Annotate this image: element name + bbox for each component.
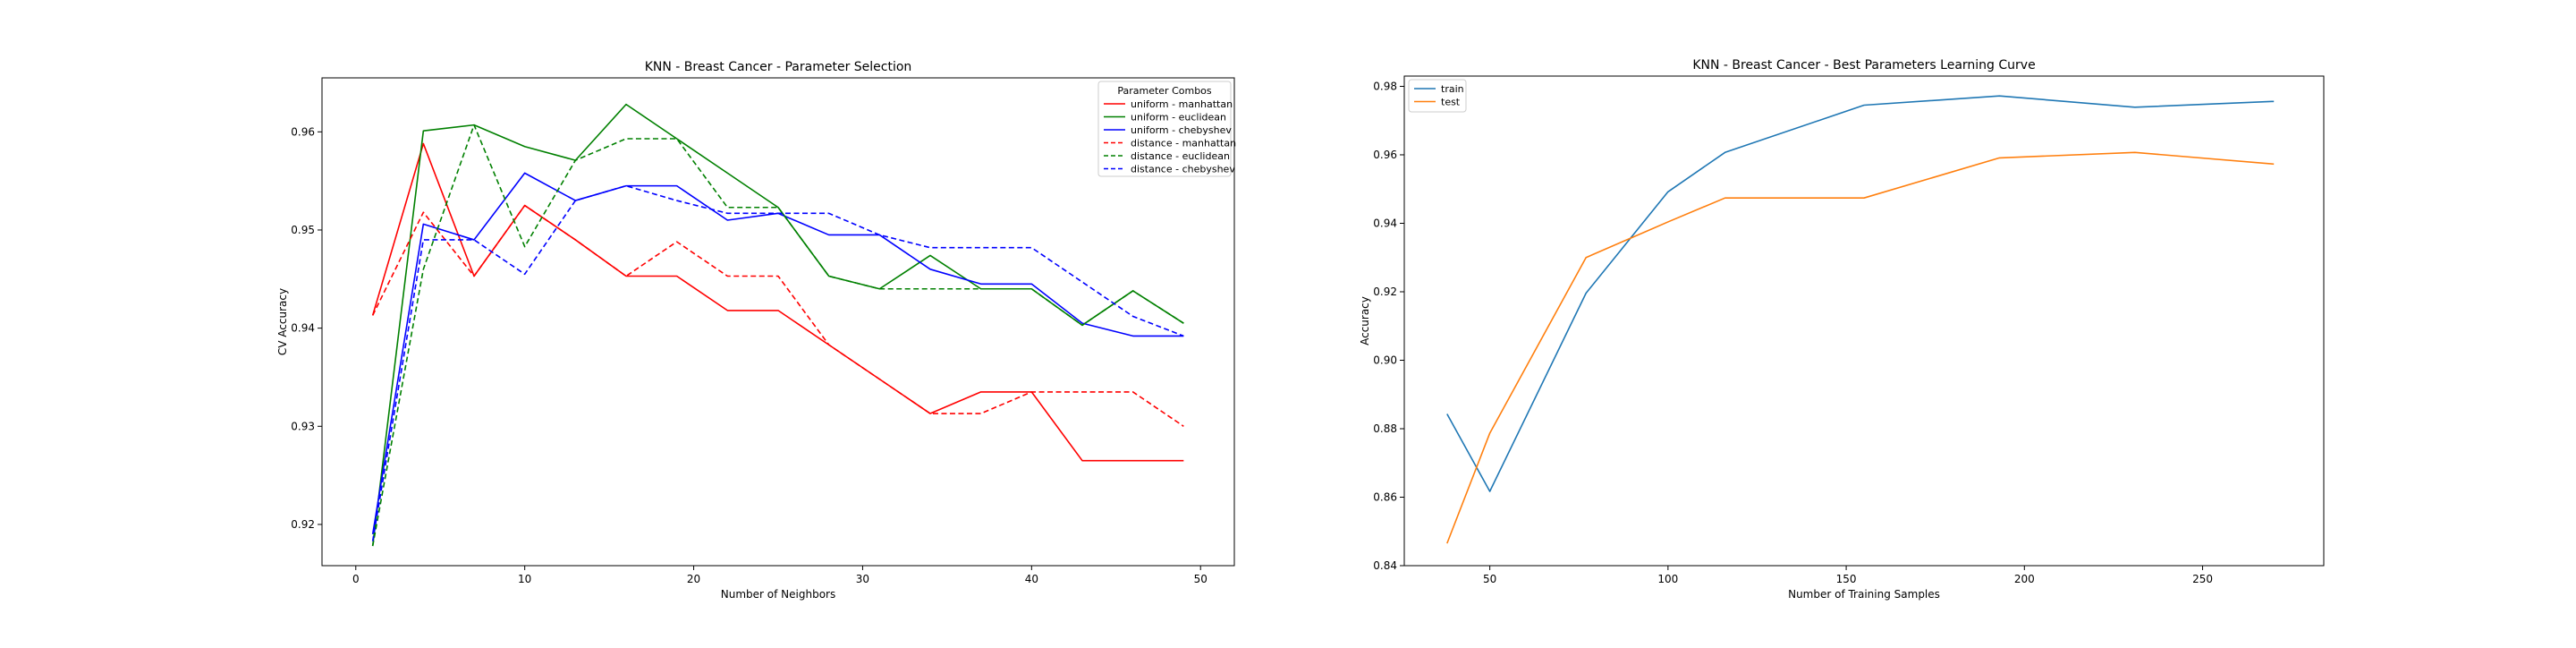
y-axis-label: Accuracy	[1359, 296, 1371, 345]
legend-label: train	[1441, 83, 1464, 95]
x-tick-label: 50	[1483, 573, 1496, 585]
series-line-uniform-manhattan	[371, 142, 1184, 462]
series-lines	[371, 103, 1184, 547]
parameter-selection-chart: KNN - Breast Cancer - Parameter Selectio…	[276, 60, 1236, 601]
y-axis-label: CV Accuracy	[276, 288, 289, 355]
series-line-test	[1446, 151, 2275, 544]
legend: train test	[1408, 79, 1467, 113]
legend-label: uniform - manhattan	[1131, 98, 1233, 110]
x-tick-label: 40	[1025, 573, 1038, 585]
y-tick-label: 0.90	[1373, 354, 1397, 366]
series-lines	[1446, 95, 2275, 544]
legend-label: uniform - euclidean	[1131, 112, 1226, 124]
x-tick-label: 0	[352, 573, 360, 585]
legend-label: uniform - chebyshev	[1131, 124, 1232, 136]
learning-curve-chart: KNN - Breast Cancer - Best Parameters Le…	[1359, 58, 2325, 601]
legend-label: test	[1441, 97, 1461, 108]
series-line-uniform-euclidean	[371, 103, 1184, 547]
x-axis-label: Number of Training Samples	[1788, 588, 1940, 601]
legend-box	[1097, 81, 1232, 177]
x-tick-label: 250	[2192, 573, 2213, 585]
x-tick-label: 50	[1194, 573, 1208, 585]
y-tick-label: 0.93	[291, 420, 315, 432]
x-tick-label: 10	[518, 573, 531, 585]
x-tick-label: 20	[687, 573, 700, 585]
legend-box	[1408, 79, 1467, 113]
legend-label: distance - chebyshev	[1131, 164, 1235, 175]
y-tick-label: 0.84	[1373, 559, 1397, 572]
chart-title: KNN - Breast Cancer - Parameter Selectio…	[645, 60, 912, 74]
y-tick-label: 0.95	[291, 224, 315, 236]
y-tick-label: 0.88	[1373, 422, 1397, 435]
chart-title: KNN - Breast Cancer - Best Parameters Le…	[1692, 58, 2035, 72]
series-line-distance-chebyshev	[371, 184, 1184, 541]
y-tick-label: 0.92	[1373, 286, 1397, 298]
y-tick-label: 0.86	[1373, 490, 1397, 503]
legend-label: distance - euclidean	[1131, 150, 1230, 162]
x-tick-label: 100	[1657, 573, 1678, 585]
y-tick-label: 0.94	[291, 322, 315, 335]
plot-frame	[1403, 75, 2325, 567]
x-tick-label: 200	[2014, 573, 2035, 585]
series-line-uniform-chebyshev	[371, 172, 1184, 535]
x-tick-label: 30	[856, 573, 869, 585]
y-tick-label: 0.96	[291, 125, 315, 138]
series-line-train	[1446, 95, 2275, 492]
x-tick-label: 150	[1836, 573, 1857, 585]
series-line-distance-manhattan	[371, 204, 1184, 427]
y-tick-label: 0.92	[291, 518, 315, 531]
plot-frame	[321, 77, 1235, 567]
y-tick-label: 0.98	[1373, 80, 1397, 92]
y-tick-label: 0.96	[1373, 149, 1397, 161]
x-axis-label: Number of Neighbors	[721, 588, 835, 601]
legend-label: distance - manhattan	[1131, 138, 1236, 149]
y-tick-label: 0.94	[1373, 217, 1397, 229]
legend-title: Parameter Combos	[1117, 85, 1212, 97]
series-line-distance-euclidean	[371, 124, 1184, 547]
